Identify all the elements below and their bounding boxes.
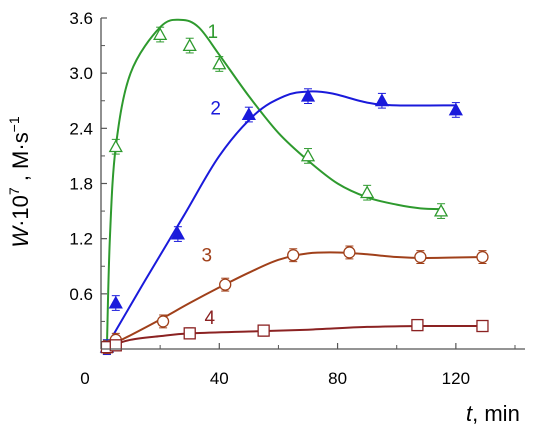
series-1-point [182, 38, 197, 52]
series-3-point [219, 278, 232, 291]
series-2-point [300, 88, 316, 102]
series-1-point [433, 203, 449, 217]
x-axis-variable: t [466, 401, 473, 426]
x-tick-label: 0 [80, 369, 89, 388]
y-tick-label: 1.8 [69, 175, 93, 194]
y-axis-exponent: 7 [6, 187, 22, 195]
series-1-label: 1 [207, 22, 218, 43]
series-3-point [156, 315, 170, 328]
series-2-point [448, 102, 463, 116]
series-2-point [108, 295, 123, 309]
y-tick-label: 3.6 [69, 9, 93, 28]
series-4-point [257, 324, 270, 337]
series-4-point [109, 339, 122, 352]
x-tick-label: 40 [210, 369, 229, 388]
series-4-point [476, 319, 489, 333]
series-3-curve [106, 251, 483, 349]
series-3-label: 3 [202, 246, 213, 267]
series-3-point [414, 250, 427, 264]
series-1-point [153, 27, 168, 40]
series-3-point [287, 249, 300, 262]
axes-layer: 0 40 80 120 0.6 1.2 1.8 2.4 3.0 3.6 [69, 9, 525, 388]
y-tick-label: 3.0 [69, 64, 93, 83]
series-2-point [170, 226, 185, 240]
series-4-curve [106, 324, 483, 349]
curves-layer [105, 18, 483, 349]
series-1-point [212, 56, 227, 70]
series-1-point [108, 139, 123, 153]
x-tick-label: 120 [442, 369, 470, 388]
y-tick-label: 0.6 [69, 285, 93, 304]
y-axis-unit: , M·s [8, 132, 33, 187]
series-1-point [360, 185, 375, 199]
series-1-point [300, 148, 316, 162]
series-1-curve [105, 18, 445, 348]
series-3-point [476, 250, 489, 264]
series-4-point [183, 327, 196, 340]
markers-layer [99, 27, 489, 354]
y-axis-variable: W [8, 225, 33, 248]
y-axis-multiplier: ·10 [8, 195, 33, 227]
series-2-point [374, 93, 390, 107]
series-2-curve [106, 90, 456, 348]
y-axis-unit-exponent: −1 [6, 116, 22, 132]
series-2-label: 2 [210, 99, 221, 120]
series-4-label: 4 [205, 308, 216, 329]
curve-labels-layer: 1 2 3 4 [202, 22, 221, 329]
x-tick-label: 80 [328, 369, 347, 388]
error-bars-layer [102, 26, 487, 356]
x-axis-title: t, min [466, 401, 520, 426]
series-2-point [241, 107, 256, 120]
y-tick-label: 2.4 [69, 119, 93, 138]
y-axis-title: W·107 , M·s−1 [6, 116, 33, 248]
series-4-point [411, 318, 424, 332]
x-axis-unit: , min [472, 401, 520, 426]
y-tick-label: 1.2 [69, 230, 93, 249]
series-3-point [343, 246, 356, 259]
